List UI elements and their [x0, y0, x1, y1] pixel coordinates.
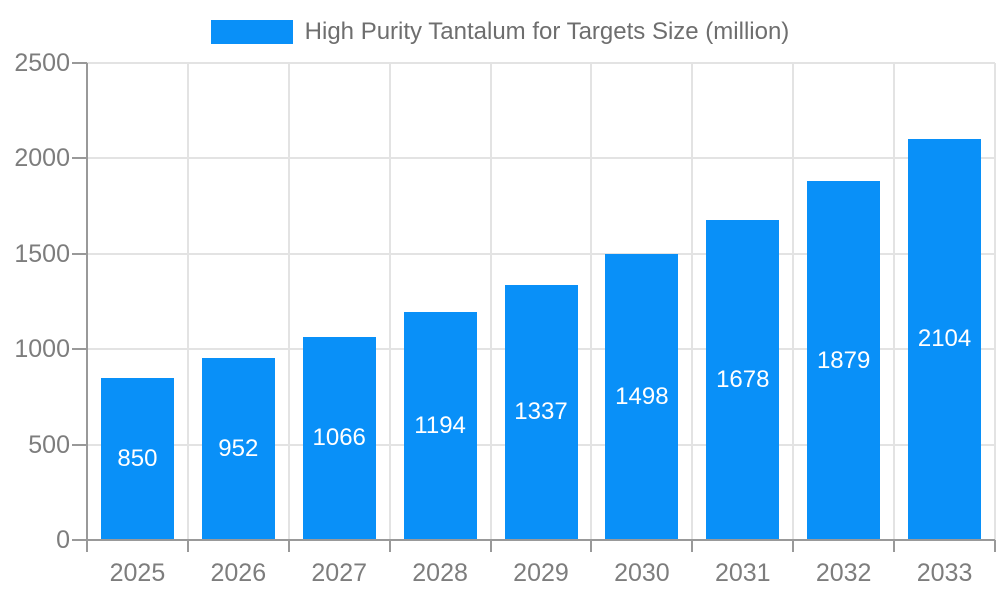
- gridline-vertical: [186, 63, 189, 540]
- x-axis-label: 2026: [210, 559, 267, 587]
- bar: 1678: [706, 219, 780, 540]
- legend: High Purity Tantalum for Targets Size (m…: [0, 20, 1000, 44]
- x-axis-line: [87, 539, 995, 541]
- bar-value-label: 1879: [816, 346, 871, 374]
- y-axis-tick: [72, 62, 87, 64]
- bar: 850: [100, 377, 174, 540]
- x-axis-tick: [893, 540, 896, 552]
- x-axis-tick: [994, 540, 996, 552]
- gridline-horizontal: [87, 62, 995, 64]
- x-axis-tick: [590, 540, 593, 552]
- y-axis-tick: [72, 348, 87, 351]
- bar-value-label: 1337: [514, 398, 568, 426]
- bar: 1337: [504, 284, 578, 540]
- gridline-vertical: [590, 63, 593, 540]
- x-axis-label: 2025: [109, 559, 166, 587]
- bar: 952: [201, 358, 275, 540]
- gridline-vertical: [792, 63, 795, 540]
- y-axis-tick: [72, 252, 87, 255]
- gridline-vertical: [893, 63, 896, 540]
- bar: 1066: [302, 336, 376, 540]
- gridline-vertical: [994, 63, 996, 540]
- legend-label: High Purity Tantalum for Targets Size (m…: [304, 18, 790, 45]
- bar-value-label: 2104: [917, 325, 972, 353]
- y-axis-label: 1000: [14, 335, 70, 364]
- x-axis-tick: [792, 540, 795, 552]
- x-axis-tick: [388, 540, 391, 552]
- gridline-vertical: [691, 63, 694, 540]
- gridline-horizontal: [87, 252, 995, 255]
- bar: 1194: [403, 312, 477, 540]
- bar-value-label: 1066: [312, 424, 366, 452]
- y-axis-label: 500: [28, 430, 70, 459]
- legend-swatch: [210, 20, 293, 44]
- bar-value-label: 952: [218, 435, 259, 463]
- gridline-vertical: [489, 63, 492, 540]
- x-axis-label: 2029: [513, 559, 569, 587]
- y-axis-tick: [72, 443, 87, 446]
- bar: 2104: [908, 138, 982, 540]
- y-axis-tick: [72, 539, 87, 541]
- bar: 1879: [807, 181, 881, 540]
- x-axis-label: 2032: [815, 559, 872, 587]
- x-axis-label: 2028: [412, 559, 468, 587]
- bar: 1498: [605, 254, 679, 540]
- y-axis-label: 0: [56, 526, 70, 554]
- x-axis-tick: [287, 540, 290, 552]
- x-axis-tick: [186, 540, 189, 552]
- y-axis-label: 2000: [14, 144, 70, 173]
- x-axis-label: 2030: [614, 559, 670, 587]
- bar-value-label: 1498: [615, 383, 669, 411]
- x-axis-label: 2031: [714, 559, 771, 587]
- x-axis-label: 2027: [311, 559, 368, 587]
- y-axis-tick: [72, 157, 87, 160]
- bar-value-label: 1678: [716, 365, 770, 393]
- y-axis-line: [86, 63, 88, 552]
- bar-value-label: 850: [117, 444, 158, 472]
- gridline-vertical: [287, 63, 290, 540]
- x-axis-tick: [691, 540, 694, 552]
- y-axis-label: 2500: [14, 49, 70, 77]
- y-axis-label: 1500: [14, 239, 70, 268]
- gridline-vertical: [388, 63, 391, 540]
- x-axis-tick: [489, 540, 492, 552]
- bar-value-label: 1194: [414, 412, 466, 440]
- x-axis-label: 2033: [916, 559, 973, 587]
- gridline-horizontal: [87, 157, 995, 160]
